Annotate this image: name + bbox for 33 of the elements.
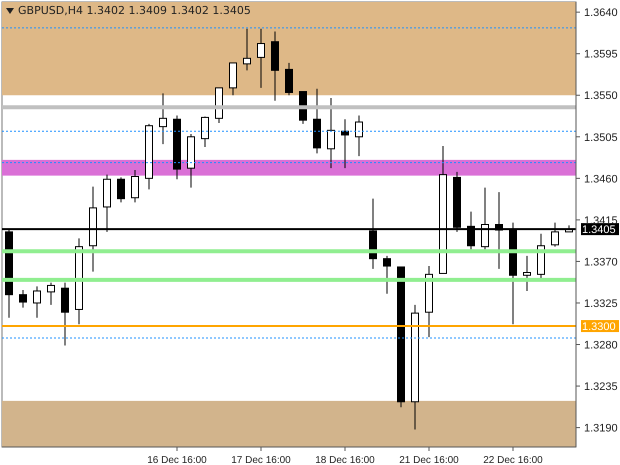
candlestick: [257, 28, 265, 88]
x-tick-label: 17 Dec 16:00: [231, 455, 292, 465]
y-tick-label: 1.3370: [584, 256, 618, 268]
x-tick-label: 18 Dec 16:00: [315, 455, 376, 465]
candlestick: [355, 115, 363, 157]
y-tick-label: 1.3460: [584, 173, 618, 186]
ref-line-label: 1.3300: [582, 321, 616, 334]
x-tick-label: 22 Dec 16:00: [483, 455, 544, 465]
y-tick-label: 1.3640: [584, 7, 618, 20]
candlestick: [285, 62, 293, 96]
candlestick: [201, 116, 209, 148]
candlestick: [47, 282, 55, 306]
y-tick-label: 1.3325: [584, 298, 618, 310]
candlestick: [19, 290, 27, 308]
y-tick-label: 1.3235: [584, 381, 618, 394]
candlestick: [523, 255, 531, 292]
chart-title: GBPUSD,H4 1.3402 1.3409 1.3402 1.3405: [18, 4, 251, 17]
ref-line-label: 1.3405: [582, 224, 616, 236]
candlestick: [327, 98, 335, 169]
y-tick-label: 1.3190: [584, 422, 618, 435]
candlestick: [117, 176, 125, 203]
candlestick: [131, 170, 139, 203]
y-tick-label: 1.3280: [584, 340, 618, 352]
y-tick-label: 1.3550: [584, 90, 618, 102]
y-tick-label: 1.3505: [584, 132, 618, 144]
candlestick: [33, 286, 41, 318]
candlestick: [159, 92, 167, 145]
y-tick-label: 1.3595: [584, 48, 618, 61]
candlestick: [243, 28, 251, 71]
candlestick: [383, 255, 391, 294]
candlestick: [61, 282, 69, 346]
x-tick-label: 21 Dec 16:00: [399, 455, 460, 465]
x-tick-label: 16 Dec 16:00: [147, 455, 208, 465]
